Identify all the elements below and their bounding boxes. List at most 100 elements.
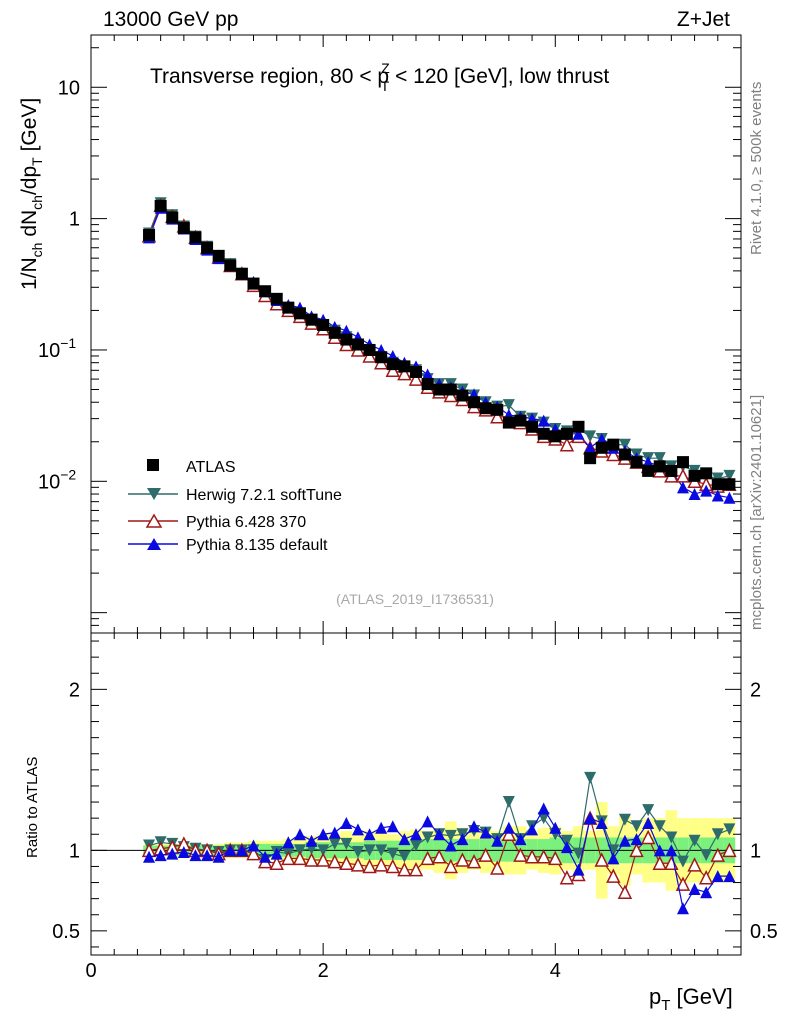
ratio-tick-label-0p5-right: 0.5: [750, 921, 778, 943]
legend-py8-label: Pythia 8.135 default: [186, 537, 328, 554]
atlas-point: [700, 467, 713, 480]
atlas-point: [421, 378, 434, 391]
ratio-pythia-6-428-370-point: [269, 855, 284, 870]
x-tick-label-2: 2: [318, 960, 329, 982]
ratio-pythia-6-428-370-point: [455, 852, 470, 867]
pythia-8-135-default-point: [723, 491, 736, 504]
atlas-point: [212, 249, 225, 262]
ratio-pythia-8-135-default-point: [224, 844, 237, 857]
herwig-7-2-1-softtune-point: [584, 430, 597, 443]
ratio-pythia-6-428-370-point: [385, 858, 400, 874]
ratio-pythia-8-135-default-point: [491, 834, 504, 847]
ratio-pythia-8-135-default-point: [398, 833, 411, 846]
pythia-8-135-default-point: [700, 484, 713, 497]
title-sub: T: [381, 78, 390, 94]
atlas-point: [514, 414, 527, 427]
y-axis-label-main: 1/Nch dNch/dpT [GeV]: [18, 98, 45, 290]
ratio-herwig-7-2-1-softtune-point: [572, 847, 585, 860]
ratio-pythia-8-135-default-point: [351, 823, 364, 836]
ratio-tick-label-1: 1: [69, 840, 80, 862]
atlas-point: [653, 460, 666, 473]
ratio-herwig-7-2-1-softtune-point: [293, 844, 306, 857]
ratio-pythia-8-135-default-point: [166, 847, 179, 860]
ratio-pythia-6-428-370-point: [722, 842, 737, 858]
legend-herwig-label: Herwig 7.2.1 softTune: [186, 487, 342, 504]
atlas-point: [560, 427, 573, 440]
ratio-tick-label-2-right: 2: [750, 679, 761, 701]
ratio-herwig-7-2-1-softtune-point: [444, 829, 457, 842]
ratio-herwig-7-2-1-softtune-point: [398, 850, 411, 863]
legend-py6-label: Pythia 6.428 370: [186, 514, 306, 531]
atlas-point: [433, 383, 446, 396]
pythia-6-428-370-point: [490, 409, 505, 424]
atlas-point: [676, 456, 689, 469]
ratio-pythia-6-428-370-point: [652, 855, 667, 870]
ratio-pythia-8-135-default-point: [201, 849, 214, 862]
ratio-pythia-6-428-370-point: [315, 852, 331, 867]
ratio-frame: [90, 632, 742, 956]
atlas-point: [259, 285, 272, 298]
ratio-pythia-8-135-default-point: [189, 849, 202, 862]
ratio-tick-label-0p5: 0.5: [52, 921, 80, 943]
herwig-7-2-1-softtune-point: [502, 399, 515, 412]
ratio-pythia-8-135-default-point: [584, 812, 597, 825]
ratio-pythia-6-428-370-point: [397, 861, 412, 877]
ratio-pythia-6-428-370-point: [292, 850, 308, 866]
legend-herwig-marker: [147, 488, 161, 500]
pythia-6-428-370-point: [408, 371, 424, 386]
pythia-8-135-default-point: [676, 481, 689, 494]
herwig-7-2-1-softtune-point: [653, 452, 666, 465]
atlas-point: [630, 456, 643, 469]
ratio-pythia-8-135-default-point: [607, 852, 620, 865]
y-tick-label-0p01: 10−2: [38, 466, 76, 493]
ratio-pythia-8-135-default-point: [212, 850, 225, 863]
ratio-pythia-8-135-default-point: [560, 841, 573, 854]
atlas-point: [375, 351, 388, 364]
legend-py8-marker: [147, 538, 161, 550]
ratio-pythia-6-428-370-point: [675, 876, 691, 891]
atlas-point: [526, 420, 539, 433]
ratio-pythia-8-135-default-point: [700, 886, 713, 899]
ratio-herwig-7-2-1-softtune-point: [410, 839, 422, 852]
atlas-point: [189, 231, 202, 244]
ratio-pythia-8-135-default-point: [595, 816, 608, 829]
atlas-point: [549, 430, 562, 443]
ratio-pythia-8-135-default-point: [444, 839, 457, 852]
pythia-6-428-370-point: [362, 348, 377, 363]
ratio-pythia-8-135-default-point: [723, 870, 736, 883]
ratio-pythia-6-428-370-point: [698, 870, 714, 885]
ratio-pythia-6-428-370-point: [478, 847, 493, 862]
ratio-pythia-8-135-default-point: [642, 816, 655, 829]
atlas-point: [201, 241, 214, 254]
ratio-pythia-8-135-default-point: [154, 849, 167, 862]
atlas-point: [363, 343, 376, 356]
ratio-pythia-8-135-default-point: [177, 845, 190, 858]
atlas-point: [293, 307, 306, 320]
ratio-pythia-8-135-default-point: [618, 834, 631, 847]
tick-labels: 0 2 4 10 1 10−1 10−2 2 1 0.5 2 1 0.5: [38, 77, 778, 982]
y-tick-label-1: 1: [69, 209, 80, 231]
pythia-8-135-default-point: [421, 368, 434, 381]
pythia-6-428-370-point: [559, 437, 575, 452]
atlas-point: [328, 326, 341, 339]
ratio-pythia-6-428-370-point: [687, 857, 702, 872]
analysis-label: (ATLAS_2019_I1736531): [336, 591, 494, 607]
pythia-6-428-370-point: [397, 365, 412, 381]
atlas-point: [665, 464, 678, 477]
herwig-7-2-1-softtune-line: [148, 202, 730, 480]
atlas-point: [282, 301, 295, 314]
ratio-herwig-7-2-1-softtune-point: [421, 831, 434, 844]
pythia-8-135-default-point: [688, 488, 701, 501]
ratio-pythia-8-135-default-point: [514, 833, 527, 846]
title-rest: < 120 [GeV], low thrust: [389, 65, 609, 88]
ratio-herwig-7-2-1-softtune-point: [351, 845, 364, 858]
ratio-pythia-8-135-default-point: [235, 844, 248, 857]
ratio-pythia-6-428-370-point: [408, 861, 424, 877]
pythia-8-135-default-point: [711, 489, 724, 502]
ratio-tick-label-2: 2: [69, 679, 80, 701]
atlas-point: [456, 389, 469, 402]
ratio-pythia-8-135-default-point: [340, 816, 353, 829]
ratio-pythia-6-428-370-point: [432, 849, 447, 864]
ratio-herwig-7-2-1-softtune-point: [363, 844, 376, 857]
ratio-pythia-8-135-default-point: [259, 850, 272, 863]
